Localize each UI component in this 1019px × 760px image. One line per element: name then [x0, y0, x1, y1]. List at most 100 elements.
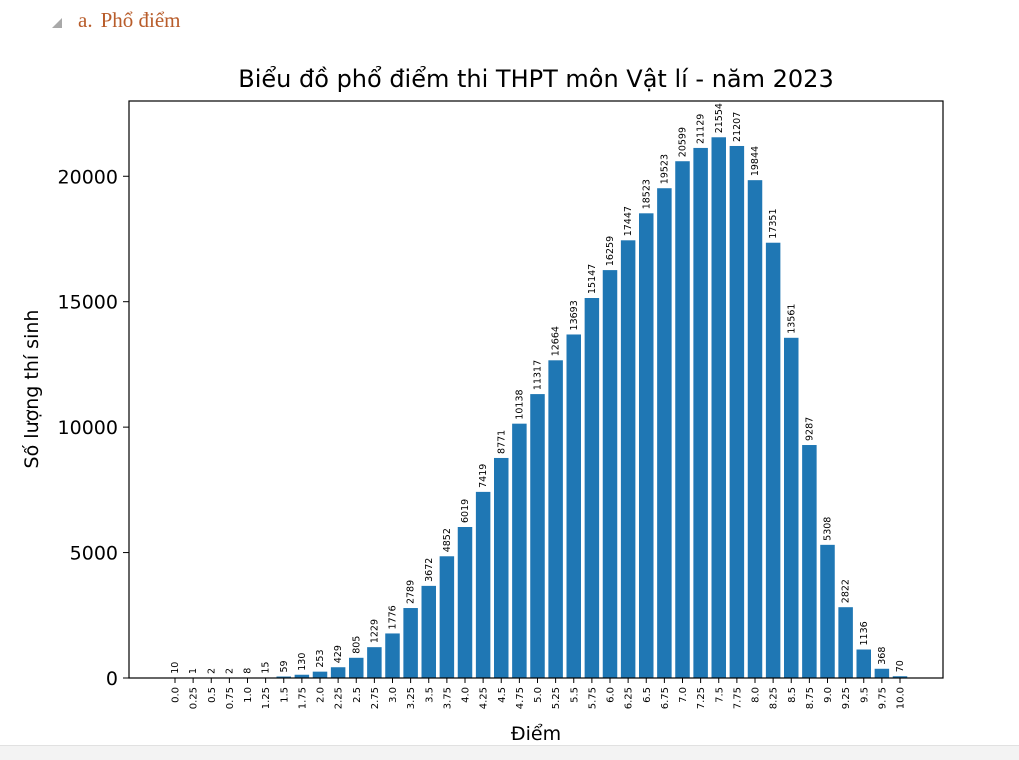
bar-value-label: 130	[297, 653, 308, 671]
x-tick-label: 2.5	[352, 687, 363, 703]
bar-7.25	[693, 147, 708, 678]
section-title: Phổ điểm	[100, 8, 181, 32]
x-tick-label: 0.75	[225, 687, 236, 709]
bar-8.0	[747, 180, 763, 679]
bar-4.75	[512, 423, 527, 678]
x-tick-label: 1.75	[297, 687, 308, 709]
bar-8.25	[765, 242, 781, 678]
bar-value-label: 1136	[859, 621, 870, 645]
chart-title: Biểu đồ phổ điểm thi THPT môn Vật lí - n…	[238, 65, 833, 93]
bar-value-label: 18523	[641, 179, 652, 209]
x-tick-label: 8.25	[769, 687, 780, 709]
y-tick-label: 10000	[58, 417, 118, 439]
bar-value-label: 2	[206, 668, 217, 674]
bar-value-label: 2789	[406, 580, 417, 604]
y-tick-label: 5000	[70, 543, 118, 565]
bar-2.5	[349, 657, 364, 678]
bar-value-label: 13693	[569, 300, 580, 330]
bar-8.5	[784, 337, 799, 678]
bar-2.0	[312, 671, 328, 678]
x-tick-label: 4.0	[461, 687, 472, 703]
bar-value-label: 12664	[551, 326, 562, 356]
bar-6.25	[620, 240, 636, 678]
bar-8.75	[802, 445, 817, 678]
x-tick-label: 1.25	[261, 687, 272, 709]
section-marker: a.	[78, 8, 93, 32]
x-tick-label: 4.5	[497, 687, 508, 703]
bar-value-label: 15	[261, 662, 272, 674]
bar-value-label: 1	[188, 668, 199, 674]
bar-7.0	[675, 161, 690, 679]
x-tick-label: 6.25	[624, 687, 635, 709]
bar-4.0	[457, 527, 473, 678]
x-tick-label: 7.25	[696, 687, 707, 709]
x-axis-label: Điểm	[511, 723, 561, 745]
bar-5.25	[548, 360, 563, 678]
bar-value-label: 9287	[804, 417, 815, 441]
x-tick-label: 9.75	[877, 687, 888, 709]
bar-value-label: 21554	[714, 103, 725, 133]
x-tick-label: 6.5	[642, 687, 653, 703]
x-tick-label: 7.0	[678, 687, 689, 703]
bar-6.0	[602, 270, 618, 678]
bar-value-label: 19523	[659, 154, 670, 184]
y-tick-label: 20000	[58, 166, 118, 188]
bar-labels-group: 10 1 2 2 8 15 59 130 253 429 805 1229 1776 2789 3672 48…	[170, 103, 906, 674]
bar-2.25	[330, 667, 346, 678]
x-tick-label: 2.0	[316, 687, 327, 703]
bar-value-label: 10138	[514, 389, 525, 419]
x-tick-label: 10.0	[896, 687, 907, 709]
x-tick-label: 0.0	[171, 687, 182, 703]
x-tick-label: 8.5	[787, 687, 798, 703]
bar-value-label: 17351	[768, 208, 779, 238]
x-tick-label: 0.25	[189, 687, 200, 709]
x-tick-label: 0.5	[207, 687, 218, 703]
bar-value-label: 70	[895, 660, 906, 672]
x-tick-label: 7.75	[732, 687, 743, 709]
x-axis: 0.0 0.25 0.5 0.75 1.0 1.25 1.5 1.75 2.0 2.25 2.5 2.…	[171, 678, 907, 709]
bar-3.5	[421, 585, 436, 678]
x-tick-label: 8.75	[805, 687, 816, 709]
bar-value-label: 2822	[841, 579, 852, 603]
bar-7.5	[711, 137, 726, 678]
x-tick-label: 2.75	[370, 687, 381, 709]
bar-value-label: 10	[170, 662, 181, 674]
section-heading: a. Phổ điểm	[52, 8, 181, 33]
bar-9.25	[838, 607, 853, 678]
bar-9.5	[856, 649, 871, 678]
collapse-triangle-icon[interactable]	[52, 17, 62, 28]
bar-value-label: 17447	[623, 206, 634, 236]
bar-value-label: 2	[224, 668, 235, 674]
bar-6.5	[639, 213, 654, 678]
bar-value-label: 13561	[786, 304, 797, 334]
x-tick-label: 5.75	[587, 687, 598, 709]
bar-value-label: 1776	[388, 605, 399, 629]
bar-value-label: 3672	[424, 558, 435, 582]
bar-value-label: 7419	[478, 464, 489, 488]
x-tick-label: 1.0	[243, 687, 254, 703]
x-tick-label: 2.25	[334, 687, 345, 709]
bar-9.75	[874, 668, 890, 678]
bar-value-label: 20599	[678, 127, 689, 157]
x-tick-label: 5.25	[551, 687, 562, 709]
bar-1.75	[294, 674, 310, 678]
y-tick-label: 0	[106, 668, 118, 690]
bar-2.75	[367, 647, 382, 678]
bar-value-label: 429	[333, 645, 344, 663]
bar-5.75	[584, 298, 600, 678]
bar-value-label: 253	[315, 650, 326, 668]
bar-3.0	[385, 633, 400, 678]
bar-6.75	[657, 188, 672, 679]
x-tick-label: 6.0	[606, 687, 617, 703]
bar-value-label: 5308	[823, 517, 834, 541]
bar-3.75	[439, 556, 455, 678]
bottom-scroll-bar	[0, 745, 1019, 760]
x-tick-label: 5.5	[569, 687, 580, 703]
bar-3.25	[403, 608, 418, 678]
x-tick-label: 9.5	[859, 687, 870, 703]
bar-value-label: 16259	[605, 236, 616, 266]
bar-value-label: 59	[279, 660, 290, 672]
bar-value-label: 15147	[587, 264, 598, 294]
bar-value-label: 6019	[460, 499, 471, 523]
bar-4.5	[494, 457, 509, 678]
